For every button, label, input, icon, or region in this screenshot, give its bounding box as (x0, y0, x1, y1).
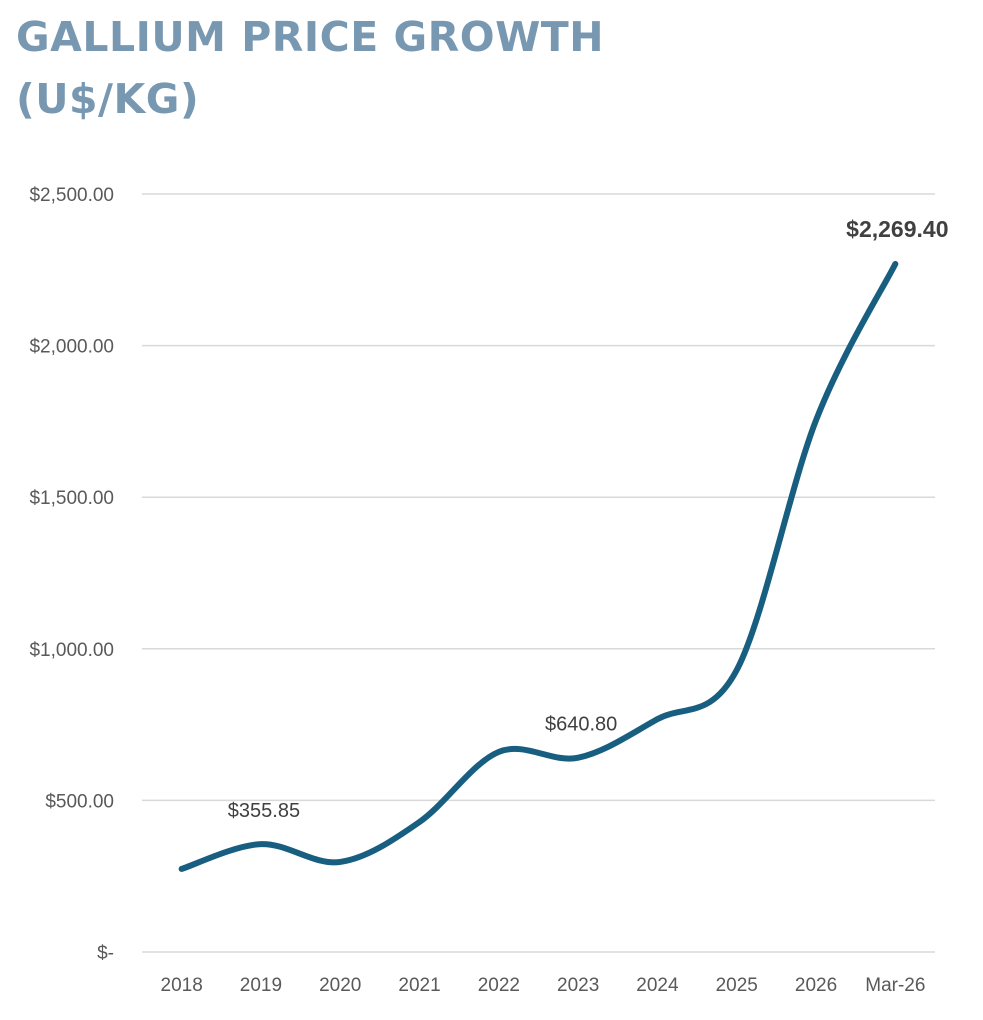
y-tick-label: $2,000.00 (29, 337, 114, 358)
x-tick-label: 2023 (557, 975, 599, 996)
gridlines (142, 193, 935, 953)
data-label: $355.85 (228, 800, 300, 822)
x-axis-tick-labels: 2018 2019 2020 2021 2022 2023 2024 2025 2026 Mar-… (161, 975, 926, 996)
data-label: $2,269.40 (846, 216, 948, 242)
x-tick-label: 2019 (240, 975, 282, 996)
y-tick-label: $- (97, 943, 114, 964)
price-series-line (178, 260, 899, 872)
x-tick-label: 2025 (716, 975, 758, 996)
x-tick-label: 2026 (795, 975, 837, 996)
x-tick-label: 2022 (478, 975, 520, 996)
y-tick-label: $1,500.00 (29, 488, 114, 509)
x-tick-label: Mar-26 (865, 975, 925, 996)
data-labels: $355.85 $640.80 $2,269.40 (228, 216, 949, 822)
x-tick-label: 2021 (398, 975, 440, 996)
chart-title: GALLIUM PRICE GROWTH (U$/KG) (16, 6, 604, 130)
y-tick-label: $2,500.00 (29, 185, 114, 206)
chart-subtitle: (U$/KG) (16, 75, 200, 123)
x-tick-label: 2018 (161, 975, 203, 996)
data-label: $640.80 (545, 714, 617, 736)
x-tick-label: 2024 (636, 975, 679, 996)
y-tick-label: $1,000.00 (29, 640, 114, 661)
x-tick-label: 2020 (319, 975, 361, 996)
y-tick-label: $500.00 (45, 791, 114, 812)
chart-title-line: GALLIUM PRICE GROWTH (16, 13, 605, 61)
y-axis-tick-labels: $- $500.00 $1,000.00 $1,500.00 $2,000.00 $2,5… (29, 185, 114, 964)
